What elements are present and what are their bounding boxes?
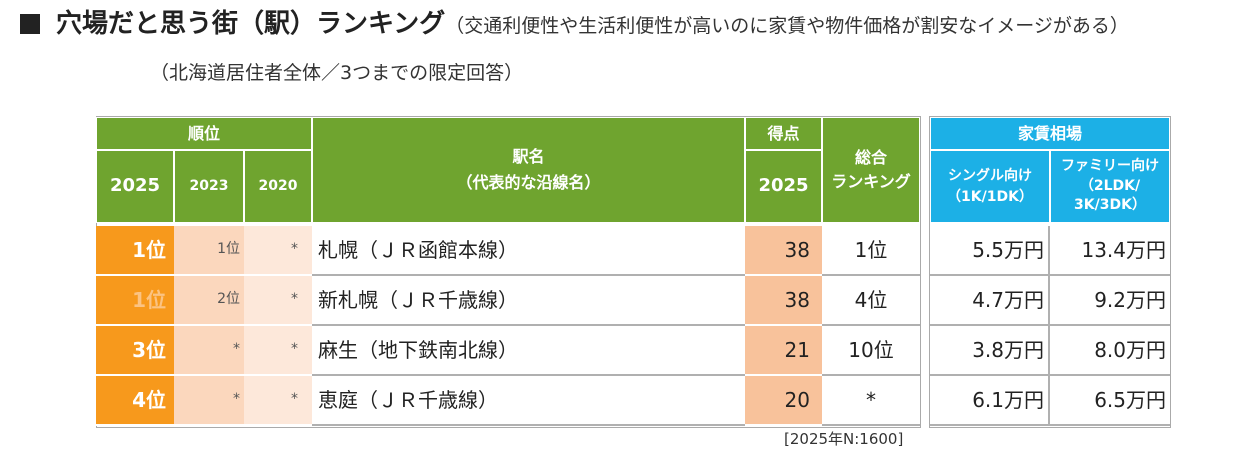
score-text: 20 (784, 387, 810, 412)
note: （北海道居住者全体／3つまでの限定回答） (150, 62, 524, 84)
overall: * (822, 376, 920, 426)
rent-header-text: 家賃相場 (1017, 123, 1082, 143)
rank-2020: * (244, 276, 312, 326)
rent-single: 5.5万円 (930, 226, 1050, 276)
station-text: 麻生（地下鉄南北線） (318, 337, 518, 362)
rank-2023: * (174, 326, 244, 376)
station-header: 駅名 （代表的な沿線名） (312, 117, 745, 223)
score: 20 (745, 376, 822, 426)
rank-2023-text: * (233, 391, 240, 408)
heading: 穴場だと思う街（駅）ランキング（交通利便性や生活利便性が高いのに家賃や物件価格が… (56, 6, 1256, 45)
rent-family: 6.5万円 (1050, 376, 1170, 426)
overall-header-text: 総合 (854, 148, 887, 167)
rent-family-text: 9.2万円 (1094, 287, 1166, 312)
footnote: [2025年N:1600] (784, 430, 904, 448)
rent-family: 9.2万円 (1050, 276, 1170, 326)
score: 21 (745, 326, 822, 376)
score-year-header-text: 2025 (758, 175, 809, 197)
rank-2020-text: * (291, 241, 298, 258)
score-text: 38 (784, 287, 810, 312)
family-header: ファミリー向け （2LDK/3K/3DK） (1050, 150, 1170, 223)
rank-2023-text: * (233, 341, 240, 358)
overall-text: 1位 (854, 237, 888, 262)
station: 麻生（地下鉄南北線） (312, 326, 745, 376)
rent-single-text: 6.1万円 (972, 387, 1044, 412)
overall: 1位 (822, 226, 920, 276)
rank-2023: * (174, 376, 244, 426)
rank-header-text: 順位 (187, 123, 220, 143)
rank-2025: 4位 (96, 376, 174, 426)
score-text: 21 (784, 337, 810, 362)
family-header-text: （2LDK/ (1079, 177, 1141, 194)
station-text: 札幌（ＪＲ函館本線） (318, 237, 518, 262)
rank-2020: * (244, 226, 312, 276)
rank-2025: 1位 (96, 276, 174, 326)
overall: 4位 (822, 276, 920, 326)
score-header-text: 得点 (767, 123, 800, 143)
station-text: 恵庭（ＪＲ千歳線） (318, 387, 498, 412)
station: 恵庭（ＪＲ千歳線） (312, 376, 745, 426)
rank-2020-text: * (291, 391, 298, 408)
rent-single: 3.8万円 (930, 326, 1050, 376)
rent-family-text: 13.4万円 (1081, 237, 1166, 262)
overall: 10位 (822, 326, 920, 376)
rank-2025-header-text: 2025 (109, 175, 161, 197)
overall-header-text: ランキング (831, 172, 911, 191)
rank-2025-text: 1位 (132, 237, 166, 262)
station: 新札幌（ＪＲ千歳線） (312, 276, 745, 326)
rent-header: 家賃相場 (930, 117, 1170, 150)
rank-2020-text: * (291, 341, 298, 358)
rank-2023-text: 2位 (217, 291, 240, 308)
rank-2025-text: 3位 (132, 337, 166, 362)
rank-2023-text: 1位 (217, 241, 240, 258)
rank-2025: 1位 (96, 226, 174, 276)
rent-frame (929, 116, 1171, 428)
rank-2025-text: 1位 (132, 287, 166, 312)
single-header-text: シングル向け (948, 167, 1032, 184)
overall-text: 4位 (854, 287, 888, 312)
score-year-header: 2025 (745, 150, 822, 223)
score-text: 38 (784, 237, 810, 262)
overall-text: 10位 (848, 337, 894, 362)
single-header-text: （1K/1DK） (947, 188, 1033, 205)
rank-2023: 2位 (174, 276, 244, 326)
title-mark (20, 14, 40, 34)
rent-family-text: 6.5万円 (1094, 387, 1166, 412)
overall-header: 総合 ランキング (822, 117, 920, 223)
single-header: シングル向け （1K/1DK） (930, 150, 1050, 223)
station-header-text: （代表的な沿線名） (456, 173, 601, 192)
family-header-text: ファミリー向け (1061, 158, 1159, 175)
score: 38 (745, 226, 822, 276)
station-header-text: 駅名 (512, 147, 545, 167)
rank-2025: 3位 (96, 326, 174, 376)
station: 札幌（ＪＲ函館本線） (312, 226, 745, 276)
overall-text: * (866, 387, 876, 412)
rent-single-text: 3.8万円 (972, 337, 1044, 362)
rank-2025-header: 2025 (96, 150, 174, 223)
rank-2020: * (244, 326, 312, 376)
score-header: 得点 (745, 117, 822, 150)
title: 穴場だと思う街（駅）ランキング (56, 9, 446, 39)
rank-2023-header: 2023 (174, 150, 244, 223)
rent-single-text: 4.7万円 (972, 287, 1044, 312)
rent-family-text: 8.0万円 (1094, 337, 1166, 362)
station-text: 新札幌（ＪＲ千歳線） (318, 287, 518, 312)
rent-single: 4.7万円 (930, 276, 1050, 326)
rent-family: 8.0万円 (1050, 326, 1170, 376)
rank-header: 順位 (96, 117, 312, 150)
rank-2020-header: 2020 (244, 150, 312, 223)
score: 38 (745, 276, 822, 326)
rank-2020: * (244, 376, 312, 426)
rank-2020-header-text: 2020 (258, 177, 298, 194)
rent-single: 6.1万円 (930, 376, 1050, 426)
rank-2023-header-text: 2023 (189, 177, 229, 194)
subtitle: （交通利便性や生活利便性が高いのに家賃や物件価格が割安なイメージがある） (445, 15, 1129, 37)
rank-2025-text: 4位 (132, 387, 166, 412)
rent-single-text: 5.5万円 (972, 237, 1044, 262)
rank-2020-text: * (291, 291, 298, 308)
rank-2023: 1位 (174, 226, 244, 276)
rent-family: 13.4万円 (1050, 226, 1170, 276)
family-header-text: 3K/3DK） (1074, 197, 1146, 214)
